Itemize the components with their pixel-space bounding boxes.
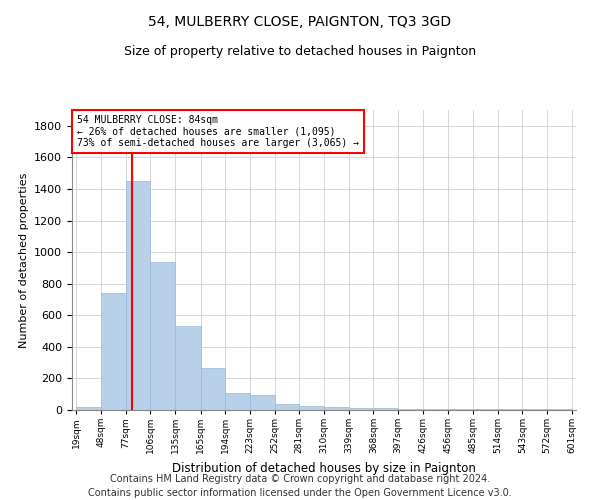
Bar [398,408,423,410]
Bar [151,262,175,410]
Text: Size of property relative to detached houses in Paignton: Size of property relative to detached ho… [124,45,476,58]
Bar [250,395,275,410]
Bar [448,409,473,410]
Text: Contains HM Land Registry data © Crown copyright and database right 2024.
Contai: Contains HM Land Registry data © Crown c… [88,474,512,498]
Bar [373,408,398,410]
Y-axis label: Number of detached properties: Number of detached properties [19,172,29,348]
Bar [423,409,448,410]
Bar [200,368,225,410]
Text: 54, MULBERRY CLOSE, PAIGNTON, TQ3 3GD: 54, MULBERRY CLOSE, PAIGNTON, TQ3 3GD [148,15,452,29]
Bar [101,293,125,410]
X-axis label: Distribution of detached houses by size in Paignton: Distribution of detached houses by size … [172,462,476,474]
Bar [497,409,523,410]
Bar [175,326,200,410]
Bar [299,406,324,410]
Bar [349,408,373,410]
Text: 54 MULBERRY CLOSE: 84sqm
← 26% of detached houses are smaller (1,095)
73% of sem: 54 MULBERRY CLOSE: 84sqm ← 26% of detach… [77,114,359,148]
Bar [523,409,547,410]
Bar [125,181,151,410]
Bar [473,409,497,410]
Bar [225,394,250,410]
Bar [547,409,572,410]
Bar [275,404,299,410]
Bar [324,407,349,410]
Bar [76,406,101,410]
